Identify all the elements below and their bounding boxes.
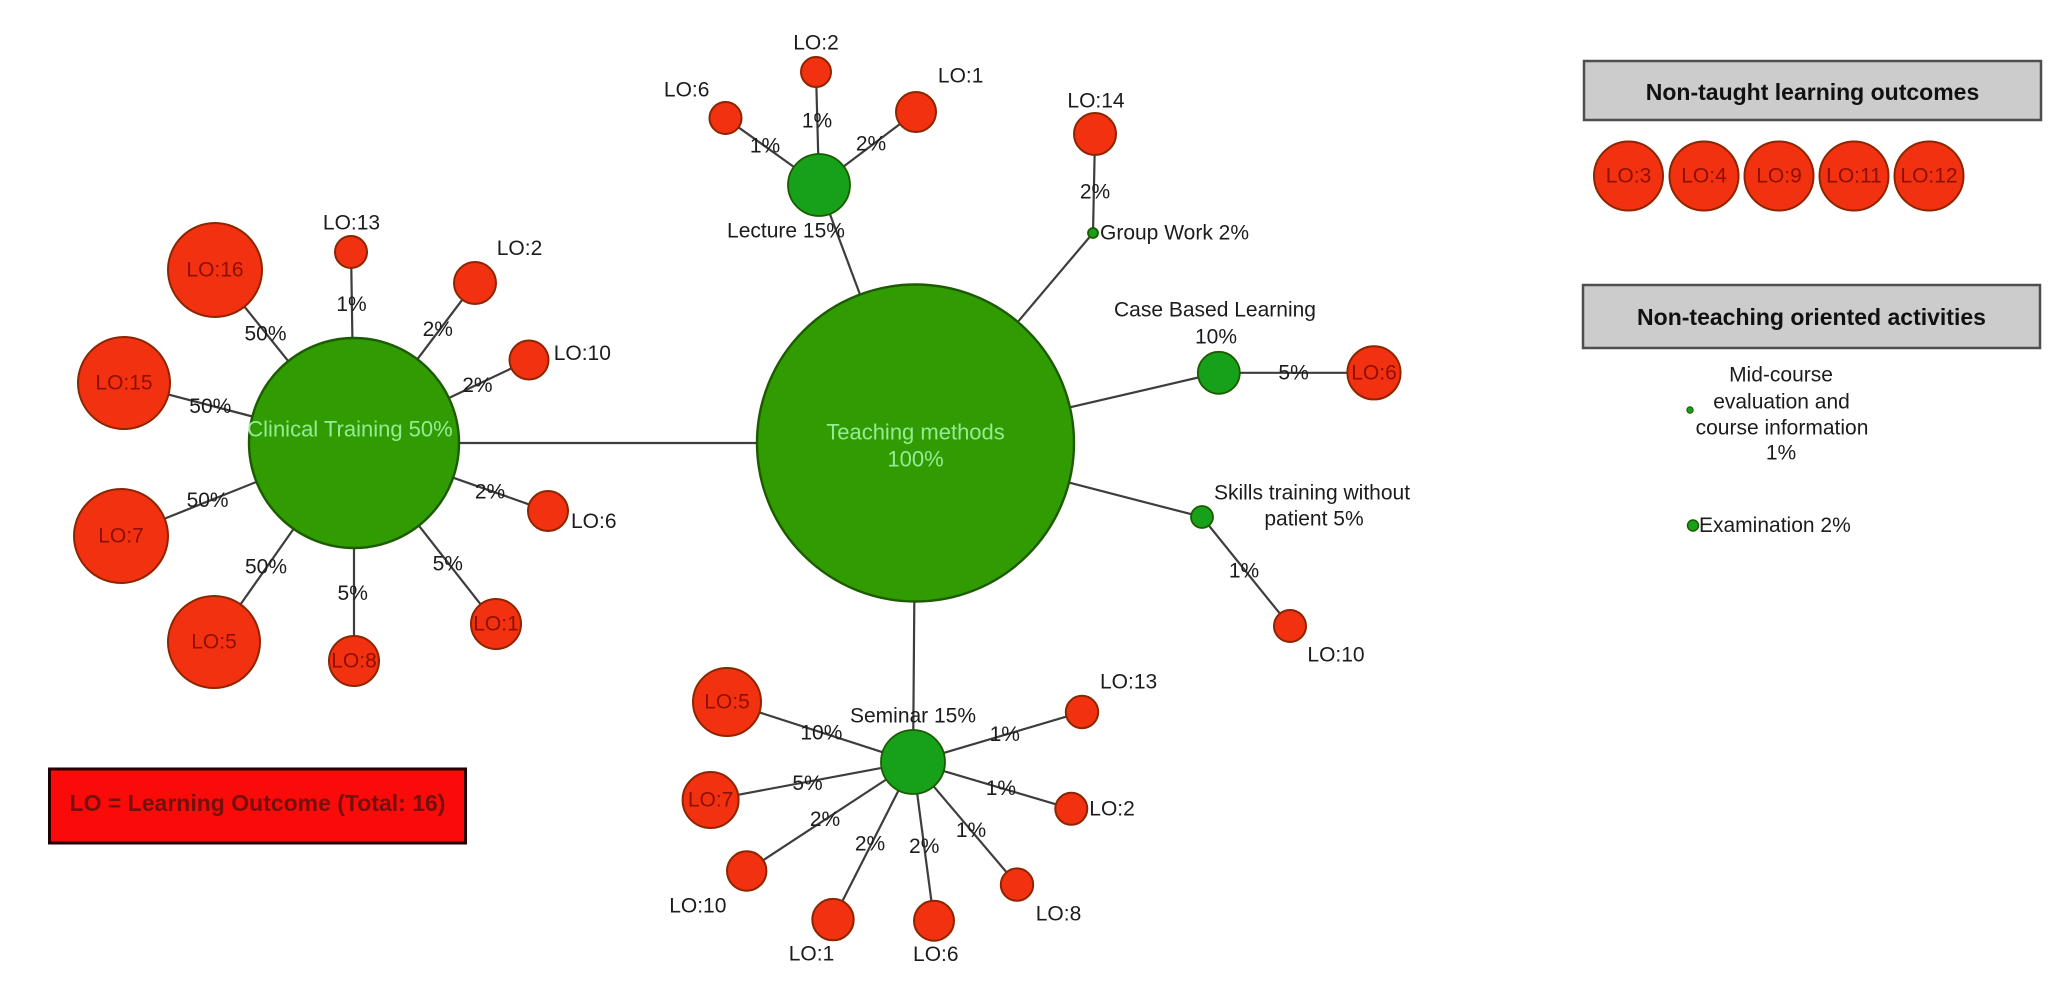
svg-text:LO:13: LO:13: [1100, 671, 1157, 694]
svg-text:LO:7: LO:7: [98, 525, 144, 548]
svg-text:1%: 1%: [750, 135, 780, 158]
svg-text:5%: 5%: [433, 553, 463, 576]
svg-text:50%: 50%: [187, 489, 229, 512]
svg-text:LO:2: LO:2: [497, 237, 543, 260]
svg-text:Teaching methods: Teaching methods: [826, 420, 1005, 445]
svg-text:2%: 2%: [810, 808, 840, 831]
svg-text:10%: 10%: [800, 722, 842, 745]
svg-text:Clinical Training 50%: Clinical Training 50%: [247, 417, 452, 442]
svg-text:LO:9: LO:9: [1756, 165, 1802, 188]
svg-text:Examination 2%: Examination 2%: [1699, 514, 1851, 537]
svg-text:Mid-course: Mid-course: [1729, 364, 1833, 387]
svg-text:LO:16: LO:16: [186, 259, 243, 282]
svg-text:1%: 1%: [1766, 442, 1796, 465]
svg-text:LO:10: LO:10: [669, 894, 726, 917]
svg-text:LO:3: LO:3: [1606, 165, 1652, 188]
svg-text:LO:2: LO:2: [793, 32, 839, 55]
svg-text:LO:12: LO:12: [1900, 165, 1957, 188]
svg-text:LO:5: LO:5: [704, 691, 750, 714]
svg-text:LO:10: LO:10: [554, 342, 611, 365]
svg-text:2%: 2%: [423, 318, 453, 341]
svg-text:LO = Learning Outcome (Total:: LO = Learning Outcome (Total: 16): [70, 790, 446, 816]
svg-text:1%: 1%: [336, 293, 366, 316]
svg-text:LO:6: LO:6: [664, 79, 710, 102]
svg-text:2%: 2%: [475, 481, 505, 504]
svg-text:LO:6: LO:6: [913, 943, 959, 966]
svg-text:LO:6: LO:6: [571, 510, 617, 533]
svg-text:LO:15: LO:15: [95, 372, 152, 395]
svg-text:LO:4: LO:4: [1681, 165, 1727, 188]
svg-text:Group Work 2%: Group Work 2%: [1100, 222, 1249, 245]
svg-text:50%: 50%: [245, 555, 287, 578]
svg-text:Skills training without: Skills training without: [1214, 482, 1410, 505]
svg-text:Non-teaching oriented activiti: Non-teaching oriented activities: [1637, 304, 1986, 330]
svg-text:LO:2: LO:2: [1089, 797, 1135, 820]
svg-text:2%: 2%: [462, 374, 492, 397]
svg-text:1%: 1%: [986, 777, 1016, 800]
svg-text:LO:8: LO:8: [331, 650, 377, 673]
svg-text:5%: 5%: [338, 582, 368, 605]
svg-text:Case Based Learning: Case Based Learning: [1114, 299, 1316, 322]
svg-text:evaluation and: evaluation and: [1713, 391, 1850, 414]
svg-text:LO:8: LO:8: [1036, 903, 1082, 926]
svg-text:5%: 5%: [1278, 361, 1308, 384]
svg-text:2%: 2%: [909, 835, 939, 858]
svg-text:LO:7: LO:7: [688, 789, 734, 812]
svg-text:course information: course information: [1696, 417, 1869, 440]
svg-text:1%: 1%: [802, 110, 832, 133]
svg-text:10%: 10%: [1195, 326, 1237, 349]
svg-text:2%: 2%: [1080, 181, 1110, 204]
svg-text:LO:14: LO:14: [1067, 90, 1125, 113]
svg-text:LO:5: LO:5: [191, 631, 237, 654]
svg-text:50%: 50%: [189, 395, 231, 418]
svg-text:LO:6: LO:6: [1351, 361, 1397, 384]
svg-text:LO:13: LO:13: [323, 212, 380, 235]
svg-text:1%: 1%: [956, 819, 986, 842]
svg-text:100%: 100%: [887, 447, 943, 472]
svg-text:LO:10: LO:10: [1307, 644, 1364, 667]
svg-text:LO:11: LO:11: [1826, 165, 1882, 188]
svg-text:1%: 1%: [990, 723, 1020, 746]
svg-text:2%: 2%: [855, 832, 885, 855]
svg-text:LO:1: LO:1: [789, 942, 835, 965]
svg-text:LO:1: LO:1: [938, 65, 984, 88]
svg-text:5%: 5%: [792, 772, 822, 795]
svg-text:LO:1: LO:1: [473, 613, 519, 636]
svg-text:Lecture 15%: Lecture 15%: [727, 220, 845, 243]
svg-text:1%: 1%: [1229, 560, 1259, 583]
svg-text:Non-taught learning outcomes: Non-taught learning outcomes: [1646, 79, 1980, 105]
svg-text:patient 5%: patient 5%: [1264, 508, 1363, 531]
svg-text:Seminar 15%: Seminar 15%: [850, 705, 976, 728]
svg-text:50%: 50%: [244, 323, 286, 346]
svg-text:2%: 2%: [856, 133, 886, 156]
